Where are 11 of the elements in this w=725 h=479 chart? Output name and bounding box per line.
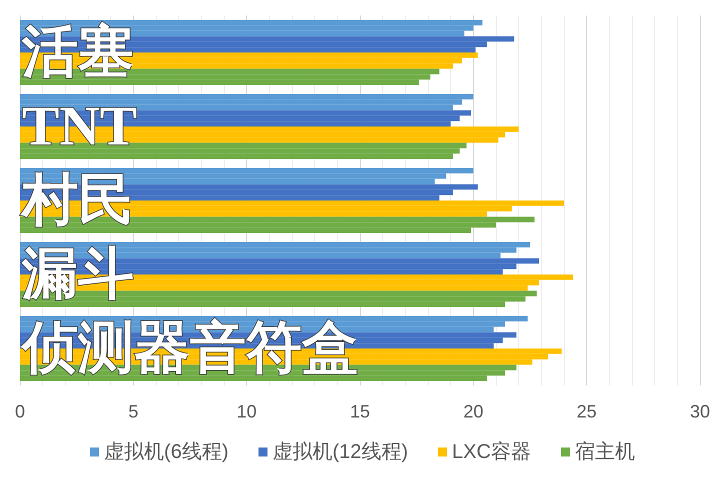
- x-tick-label: 10: [236, 402, 257, 422]
- legend-label: 虚拟机(12线程): [272, 441, 408, 463]
- legend-label: 虚拟机(6线程): [104, 441, 228, 463]
- x-tick-label: 20: [463, 402, 484, 422]
- legend-label: LXC容器: [452, 441, 531, 463]
- x-tick-label: 5: [128, 402, 138, 422]
- legend-label: 宿主机: [574, 440, 635, 463]
- x-tick-label: 25: [576, 402, 597, 422]
- x-tick-label: 15: [350, 402, 370, 422]
- x-tick-label: 0: [14, 402, 26, 422]
- x-tick-label: 30: [690, 402, 710, 422]
